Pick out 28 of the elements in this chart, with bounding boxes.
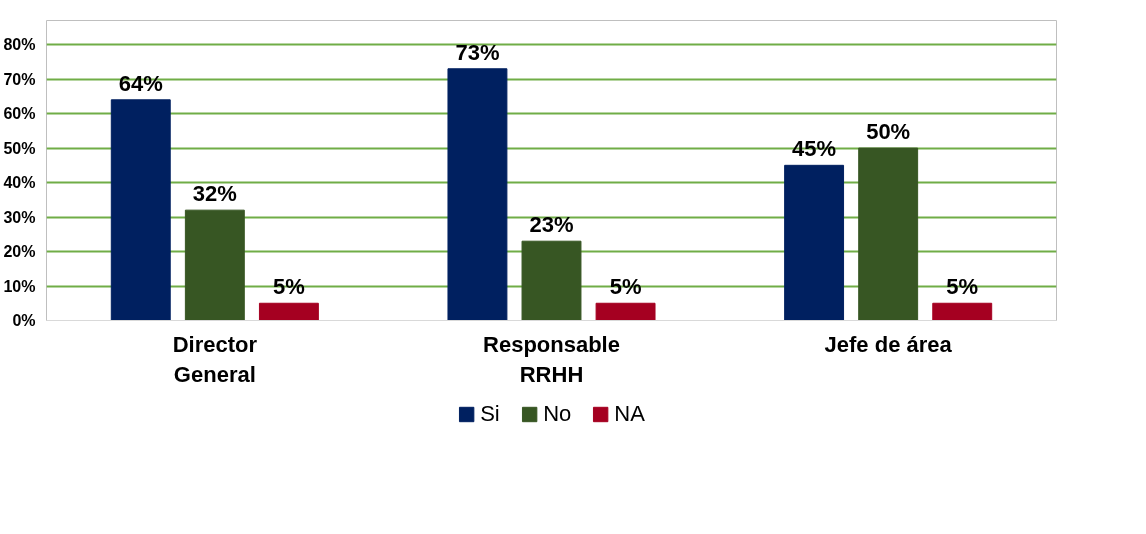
legend-label: Si [480,401,501,427]
data-label: 32% [192,181,237,207]
legend-label: NA [614,401,645,427]
y-tick-label: 50% [3,139,36,157]
y-tick-label: 20% [3,243,36,261]
bar [595,302,656,321]
y-tick-label: 70% [3,70,36,88]
y-tick-label: 0% [12,312,36,329]
x-tick-label: Director General [172,331,258,387]
bar [258,302,319,321]
y-tick-label: 10% [3,277,36,295]
bar [784,164,845,321]
y-tick-label: 30% [3,208,36,226]
data-label: 73% [455,39,500,65]
bar [447,68,508,321]
legend-label: No [543,401,572,427]
bar [858,147,919,321]
x-tick-label: Jefe de área [824,331,953,357]
y-tick-label: 40% [3,174,36,192]
y-tick-label: 60% [3,105,36,123]
x-tick-label: Responsable RRHH [483,331,620,387]
data-label: 50% [866,119,911,145]
bar [184,209,245,321]
bar [110,99,171,321]
bar [521,240,582,321]
bar [932,302,993,321]
data-label: 23% [529,212,574,238]
y-tick-label: 80% [3,36,36,54]
